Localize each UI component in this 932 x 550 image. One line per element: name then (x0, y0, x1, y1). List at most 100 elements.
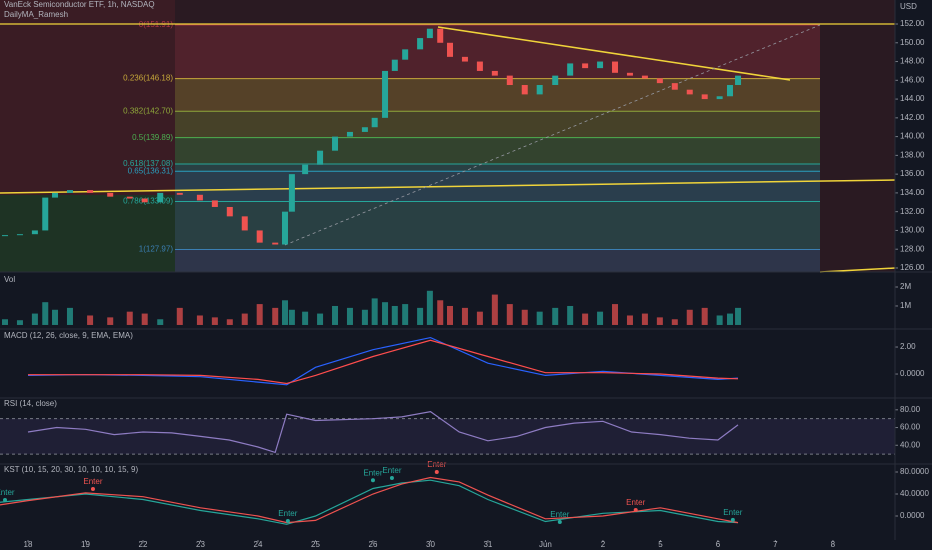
candle (426, 28, 433, 39)
volume-bar (288, 309, 295, 325)
volume-bar (176, 307, 183, 325)
volume-bar (391, 305, 398, 325)
fib-group: 0(151.91)0.236(146.18)0.382(142.70)0.5(1… (123, 20, 820, 272)
candle (626, 72, 633, 76)
y-tick-label: 2M (900, 282, 911, 291)
candle (437, 28, 444, 43)
signal-label: Enter (723, 508, 742, 517)
volume-bar (346, 307, 353, 325)
volume-bar (281, 300, 288, 325)
candle (391, 59, 398, 71)
volume-bar (437, 300, 444, 325)
signal-dot (730, 517, 735, 522)
candle (16, 234, 23, 236)
y-tick-label: 140.00 (900, 132, 925, 141)
fib-band (175, 201, 820, 250)
volume-bar (226, 319, 233, 325)
fib-band (175, 249, 820, 272)
y-tick-label: 2.00 (900, 342, 916, 351)
y-tick-label: 134.00 (900, 188, 925, 197)
trend-line (819, 267, 896, 273)
candle (567, 63, 574, 76)
x-tick-label: 26 (369, 540, 378, 549)
projection-line (284, 24, 821, 246)
volume-bar (552, 307, 559, 325)
candle (476, 61, 483, 71)
trend-line (0, 179, 896, 194)
x-tick-label: 6 (716, 540, 721, 549)
trend-line (437, 26, 791, 81)
x-tick-label: 19 (81, 540, 90, 549)
volume-bar (157, 319, 164, 325)
candle (87, 190, 94, 193)
x-tick-label: 24 (254, 540, 263, 549)
candle (641, 75, 648, 79)
candle (107, 192, 114, 197)
pane-title: RSI (14, close) (4, 399, 57, 408)
volume-bar (476, 311, 483, 325)
volume-bar (447, 305, 454, 325)
candle (382, 70, 389, 118)
signal-label: Enter (83, 477, 102, 486)
signal-label: Enter (626, 498, 645, 507)
volume-bar (141, 313, 148, 325)
volume-bar (716, 315, 723, 325)
candle (31, 230, 38, 235)
fib-label: 0.382(142.70) (123, 106, 173, 115)
candle (402, 49, 409, 60)
candle (42, 197, 49, 231)
candle (332, 136, 339, 151)
x-tick-label: 8 (831, 540, 836, 549)
volume-bar (726, 313, 733, 325)
fib-band (175, 24, 820, 79)
signal-label: Enter (427, 460, 446, 469)
volume-bar (256, 304, 263, 325)
x-tick-label: 25 (311, 540, 320, 549)
volume-bar (302, 311, 309, 325)
pane-title: KST (10, 15, 20, 30, 10, 10, 10, 15, 9) (4, 465, 139, 474)
candle (288, 174, 295, 212)
candle (716, 96, 723, 100)
chart-subtitle: DailyMA_Ramesh (4, 10, 68, 19)
y-tick-label: 60.00 (900, 423, 921, 432)
volume-bar (31, 313, 38, 325)
volume-bar (567, 305, 574, 325)
fib-label: 0.65(136.31) (128, 166, 174, 175)
volume-bar (196, 315, 203, 325)
y-tick-label: 148.00 (900, 57, 925, 66)
volume-bar (52, 309, 59, 325)
candle (735, 75, 742, 86)
candle (302, 164, 309, 175)
candle (701, 94, 708, 100)
volume-bar (107, 317, 114, 325)
y-tick-label: 136.00 (900, 169, 925, 178)
indicator-line (0, 476, 739, 524)
y-tick-label: 128.00 (900, 244, 925, 253)
signal-label: Enter (550, 510, 569, 519)
y-tick-label: 80.0000 (900, 467, 929, 476)
x-tick-label: 31 (483, 540, 492, 549)
candle (491, 70, 498, 76)
volume-bar (626, 315, 633, 325)
signal-label: Enter (0, 488, 15, 497)
signal-dot (633, 507, 638, 512)
indicator-line (28, 339, 739, 385)
fib-label: 0.236(146.18) (123, 74, 173, 83)
candle (447, 42, 454, 57)
candle (176, 192, 183, 195)
fib-band (175, 137, 820, 165)
x-tick-label: 7 (773, 540, 778, 549)
candle (461, 56, 468, 62)
volume-bar (506, 304, 513, 325)
marks: 126.00 128.00 130.00 132.00 134.00 136.00 138.… (0, 19, 929, 549)
candle (141, 198, 148, 203)
x-tick-label: 5 (658, 540, 663, 549)
upper-left-zone (0, 0, 175, 195)
candle (211, 200, 218, 207)
volume-bar (417, 307, 424, 325)
candle (521, 85, 528, 95)
y-tick-label: 126.00 (900, 263, 925, 272)
volume-bar (2, 319, 9, 325)
volume-bar (382, 302, 389, 325)
candle (582, 63, 589, 69)
